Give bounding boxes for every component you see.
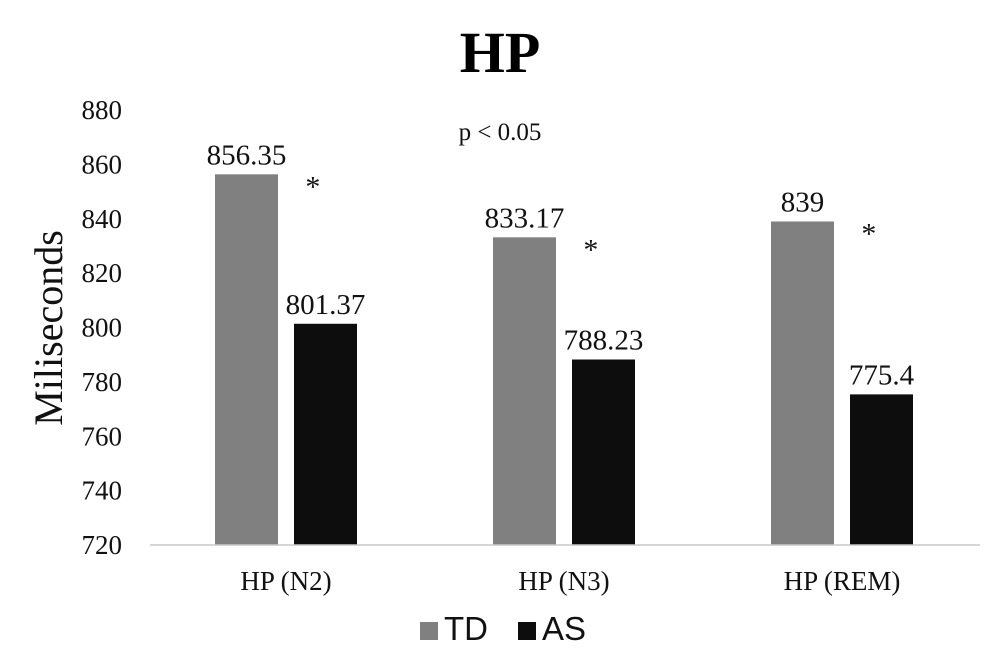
y-tick-label: 840 [82, 204, 123, 234]
category-labels: HP (N2) HP (N3) HP (REM) [240, 566, 900, 596]
y-axis-label: Miliseconds [26, 230, 71, 426]
legend-swatch-as [518, 622, 536, 640]
y-tick-label: 880 [82, 95, 123, 125]
data-label: 839 [781, 186, 825, 218]
data-label: 856.35 [207, 139, 287, 171]
chart-title: HP [460, 20, 541, 85]
y-tick-label: 760 [82, 421, 123, 451]
data-labels: 856.35 801.37 833.17 788.23 839 775.4 [207, 139, 915, 391]
bar-as-2 [572, 359, 635, 545]
category-label: HP (N2) [240, 566, 331, 596]
data-label: 788.23 [564, 324, 644, 356]
y-axis-ticks: 720 740 760 780 800 820 840 860 880 [82, 95, 123, 560]
data-label: 801.37 [286, 289, 366, 321]
bar-as-1 [294, 323, 357, 545]
significance-markers: * * * [305, 170, 876, 266]
y-tick-label: 860 [82, 149, 123, 179]
significance-star: * [305, 170, 320, 203]
bar-td-2 [493, 237, 556, 545]
bar-as-3 [850, 394, 913, 545]
y-tick-label: 800 [82, 313, 123, 343]
bar-td-3 [771, 221, 834, 545]
category-label: HP (REM) [784, 566, 901, 596]
data-label: 775.4 [849, 359, 915, 391]
bar-td-1 [215, 174, 278, 545]
y-tick-label: 720 [82, 530, 123, 560]
legend-swatch-td [420, 622, 438, 640]
y-tick-label: 780 [82, 367, 123, 397]
significance-star: * [583, 233, 598, 266]
significance-star: * [861, 217, 876, 250]
legend-label-td: TD [444, 610, 488, 647]
y-tick-label: 820 [82, 258, 123, 288]
significance-annotation: p < 0.05 [459, 119, 542, 146]
legend: TD AS [420, 610, 586, 647]
legend-label-as: AS [542, 610, 586, 647]
data-label: 833.17 [485, 202, 565, 234]
y-tick-label: 740 [82, 476, 123, 506]
category-label: HP (N3) [518, 566, 609, 596]
bars [215, 174, 913, 545]
